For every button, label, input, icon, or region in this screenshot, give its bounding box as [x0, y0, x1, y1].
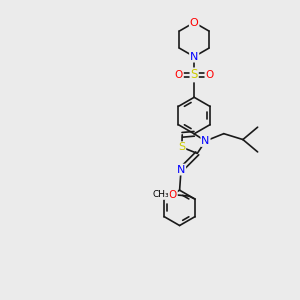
- Text: O: O: [190, 17, 199, 28]
- Text: O: O: [175, 70, 183, 80]
- Text: S: S: [178, 142, 185, 152]
- Text: O: O: [169, 190, 177, 200]
- Text: S: S: [190, 68, 198, 81]
- Text: CH₃: CH₃: [152, 190, 169, 199]
- Text: N: N: [201, 136, 210, 146]
- Text: N: N: [190, 52, 198, 62]
- Text: N: N: [177, 165, 185, 175]
- Text: O: O: [206, 70, 214, 80]
